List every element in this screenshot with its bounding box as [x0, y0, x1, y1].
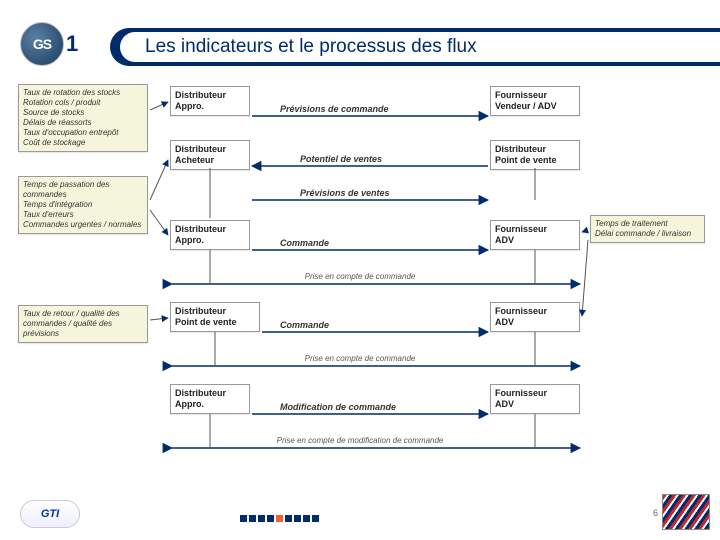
actor-distributeur-appro-3: DistributeurAppro. [170, 384, 250, 414]
flow-potentiel-ventes: Potentiel de ventes [300, 154, 382, 164]
flow-commande-2: Commande [280, 320, 329, 330]
page-title: Les indicateurs et le processus des flux [120, 32, 720, 62]
note-retours: Taux de retour / qualité des commandes /… [18, 305, 148, 343]
actor-fournisseur-vendeur: FournisseurVendeur / ADV [490, 86, 580, 116]
gti-logo: GTI [20, 500, 80, 528]
note-commandes: Temps de passation des commandesTemps d'… [18, 176, 148, 234]
actor-distributeur-appro-1: DistributeurAppro. [170, 86, 250, 116]
actor-distributeur-acheteur: DistributeurAcheteur [170, 140, 250, 170]
dge-logo [662, 494, 710, 530]
actor-fournisseur-adv-3: FournisseurADV [490, 384, 580, 414]
note-stocks: Taux de rotation des stocksRotation cols… [18, 84, 148, 152]
flow-diagram: Taux de rotation des stocksRotation cols… [0, 80, 720, 490]
note-traitement: Temps de traitementDélai commande / livr… [590, 215, 705, 243]
actor-distributeur-pdv-1: DistributeurPoint de vente [490, 140, 580, 170]
footer-squares [240, 515, 319, 522]
flow-commande-1: Commande [280, 238, 329, 248]
flow-previsions-commande: Prévisions de commande [280, 104, 389, 114]
mid-prise-en-compte-2: Prise en compte de commande [0, 354, 720, 363]
mid-prise-en-compte-1: Prise en compte de commande [0, 272, 720, 281]
flow-modification-commande: Modification de commande [280, 402, 396, 412]
mid-prise-en-compte-modif: Prise en compte de modification de comma… [0, 436, 720, 445]
actor-fournisseur-adv-2: FournisseurADV [490, 302, 580, 332]
actor-distributeur-pdv-2: DistributeurPoint de vente [170, 302, 260, 332]
flow-previsions-ventes: Prévisions de ventes [300, 188, 390, 198]
header-band: Les indicateurs et le processus des flux [0, 28, 720, 66]
actor-fournisseur-adv-1: FournisseurADV [490, 220, 580, 250]
page-number: 6 [653, 508, 658, 518]
actor-distributeur-appro-2: DistributeurAppro. [170, 220, 250, 250]
